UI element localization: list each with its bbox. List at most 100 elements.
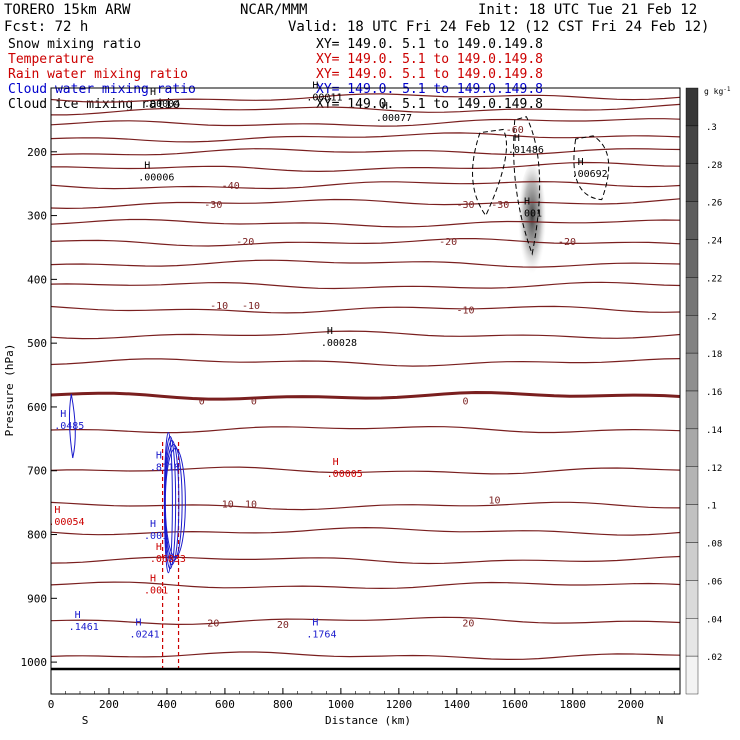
colorbar-cell-14 — [685, 618, 699, 657]
colorbar-label-0: .3 — [706, 123, 717, 133]
extremum-value-1: .00004 — [144, 99, 180, 110]
y-tick-label-3: 500 — [27, 337, 47, 350]
y-tick-label-2: 400 — [27, 273, 47, 286]
field-xy-1: XY= 149.0. 5.1 to 149.0.149.8 — [316, 52, 543, 67]
colorbar-unit-exp: -1 — [723, 86, 731, 93]
colorbar-cell-6 — [685, 315, 699, 354]
plot-frame — [50, 87, 681, 695]
colorbar-label-5: .2 — [706, 312, 717, 322]
contour-label-11: 0 — [199, 397, 205, 408]
contour-label-17: 20 — [207, 619, 219, 630]
forecast-hour: Fcst: 72 h — [4, 19, 88, 35]
temperature-contour-16 — [50, 425, 681, 434]
extremum-h-0: H — [144, 160, 150, 171]
colorbar-label-4: .22 — [706, 274, 722, 284]
y-tick-label-8: 1000 — [21, 656, 48, 669]
extremum-value-12: .001 — [144, 586, 168, 597]
temperature-contour-2 — [50, 118, 681, 127]
x-tick-label-10: 2000 — [617, 698, 644, 711]
colorbar-label-1: .28 — [706, 161, 722, 171]
contour-label-16: 10 — [488, 495, 500, 506]
extremum-value-9: .8118 — [150, 463, 180, 474]
y-tick-label-5: 700 — [27, 465, 47, 478]
colorbar-label-11: .08 — [706, 540, 722, 550]
colorbar-cell-3 — [685, 201, 699, 240]
x-tick-label-9: 1800 — [560, 698, 587, 711]
extremum-h-12: H — [150, 574, 156, 585]
extremum-h-11: H — [156, 542, 162, 553]
contour-label-3: -30 — [491, 200, 509, 211]
extremum-value-13: .00005 — [327, 469, 363, 480]
x-tick-label-6: 1200 — [386, 698, 413, 711]
colorbar-label-9: .12 — [706, 464, 722, 474]
colorbar-label-14: .02 — [706, 653, 722, 663]
temperature-contours — [50, 93, 681, 661]
temperature-contour-7 — [50, 198, 681, 210]
extremum-value-7: .001 — [518, 209, 542, 220]
extremum-value-17: .1764 — [306, 630, 336, 641]
colorbar-cell-9 — [685, 428, 699, 467]
field-name-0: Snow mixing ratio — [8, 37, 141, 52]
contour-label-5: -20 — [236, 237, 254, 248]
x-tick-label-4: 800 — [273, 698, 293, 711]
temperature-contour-5 — [51, 161, 681, 173]
init-time: Init: 18 UTC Tue 21 Feb 12 — [478, 2, 697, 18]
extremum-value-11: .06833 — [150, 554, 186, 565]
extremum-value-4: .00028 — [321, 338, 357, 349]
x-tick-label-3: 600 — [215, 698, 235, 711]
colorbar-cell-4 — [685, 239, 699, 278]
temperature-contour-0 — [50, 93, 681, 103]
colorbar-label-3: .24 — [706, 237, 722, 247]
y-tick-label-6: 800 — [27, 529, 47, 542]
colorbar-cell-12 — [685, 542, 699, 581]
extremum-value-16: .0241 — [130, 630, 160, 641]
y-axis: 200 300 400 500 600 700 800 900 1000 — [21, 146, 57, 669]
temperature-contour-13 — [50, 330, 681, 340]
x-tick-label-2: 400 — [157, 698, 177, 711]
contour-label-8: -10 — [210, 301, 228, 312]
extremum-value-8: .0485 — [54, 421, 84, 432]
extremum-h-8: H — [60, 409, 66, 420]
colorbar-label-7: .16 — [706, 388, 722, 398]
ice-contour-east — [573, 135, 610, 201]
temperature-contour-12 — [50, 305, 681, 314]
contour-label-1: -30 — [204, 200, 222, 211]
extremum-h-10: H — [150, 519, 156, 530]
extremum-h-14: H — [54, 505, 60, 516]
temperature-contour-17 — [50, 466, 681, 475]
field-xy-0: XY= 149.0. 5.1 to 149.0.149.8 — [316, 37, 543, 52]
contour-label-4: -60 — [506, 125, 524, 136]
colorbar-label-10: .1 — [706, 502, 717, 512]
x-axis-label: Distance (km) — [325, 714, 411, 727]
temperature-contour-14 — [50, 358, 681, 367]
extremum-h-5: H — [514, 133, 520, 144]
colorbar-label-2: .26 — [706, 199, 722, 209]
colorbar-label-13: .04 — [706, 615, 722, 625]
x-tick-label-0: 0 — [48, 698, 55, 711]
contour-label-12: 0 — [251, 397, 257, 408]
field-xy-3: XY= 149.0. 5.1 to 149.0.149.8 — [316, 82, 543, 97]
contour-labels: -40-30 -30 -30-60-20 -20 -20-10 -10 -100 0 010 10… — [199, 125, 576, 631]
extremum-h-4: H — [327, 326, 333, 337]
center-title: NCAR/MMM — [240, 2, 307, 18]
extremum-value-15: .1461 — [69, 622, 99, 633]
colorbar-cell-10 — [685, 466, 699, 505]
extremum-h-16: H — [136, 618, 142, 629]
contour-label-0: -40 — [222, 181, 240, 192]
colorbar-label-12: .06 — [706, 577, 722, 587]
y-tick-label-0: 200 — [27, 146, 47, 159]
temperature-contour-10 — [50, 259, 681, 268]
temperature-contour-1 — [51, 103, 681, 116]
x-tick-label-1: 200 — [99, 698, 119, 711]
colorbar-label-8: .14 — [706, 426, 722, 436]
colorbar-cell-5 — [685, 277, 699, 316]
temperature-contour-20 — [50, 555, 681, 565]
temperature-contour-11 — [50, 281, 681, 290]
extremum-h-15: H — [75, 610, 81, 621]
colorbar-cell-15 — [685, 655, 699, 695]
temperature-contour-22 — [50, 616, 681, 626]
temperature-contour-19 — [50, 526, 681, 536]
colorbar: .3 .28 .26 .24 .22 .2 .18 .16 .14 .12 .1 .08 .06 .04.… — [685, 87, 722, 695]
y-axis-label: Pressure (hPa) — [3, 344, 16, 437]
